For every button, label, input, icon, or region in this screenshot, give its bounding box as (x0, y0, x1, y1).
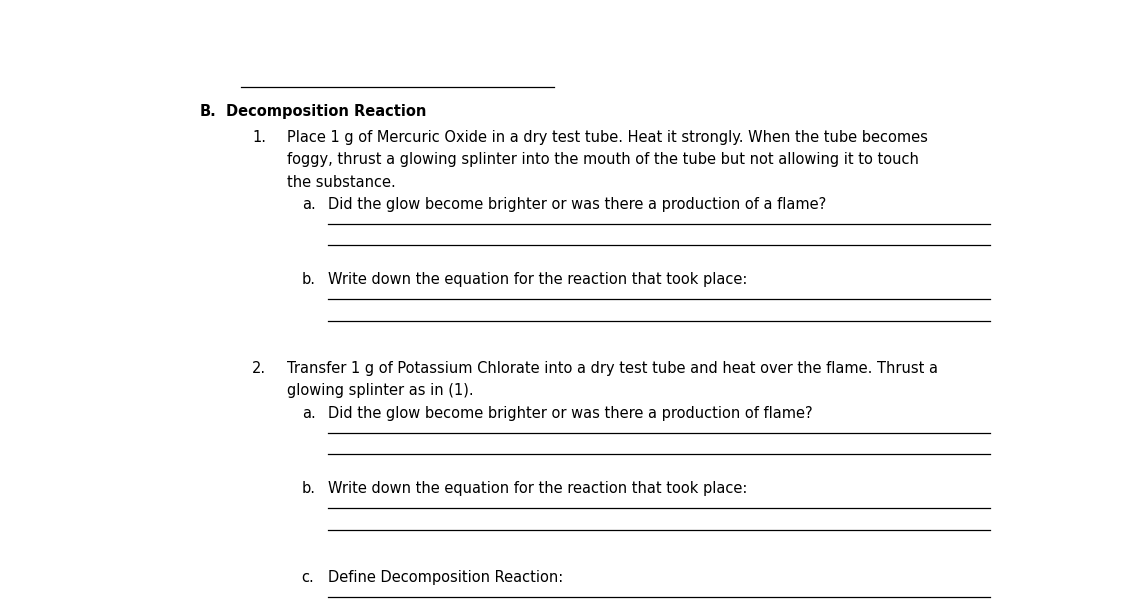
Text: foggy, thrust a glowing splinter into the mouth of the tube but not allowing it : foggy, thrust a glowing splinter into th… (287, 152, 918, 167)
Text: Place 1 g of Mercuric Oxide in a dry test tube. Heat it strongly. When the tube : Place 1 g of Mercuric Oxide in a dry tes… (287, 130, 927, 145)
Text: the substance.: the substance. (287, 175, 396, 189)
Text: Transfer 1 g of Potassium Chlorate into a dry test tube and heat over the flame.: Transfer 1 g of Potassium Chlorate into … (287, 361, 937, 376)
Text: b.: b. (301, 272, 316, 287)
Text: a.: a. (301, 197, 316, 212)
Text: Did the glow become brighter or was there a production of flame?: Did the glow become brighter or was ther… (328, 406, 813, 420)
Text: b.: b. (301, 481, 316, 496)
Text: glowing splinter as in (1).: glowing splinter as in (1). (287, 384, 473, 398)
Text: Did the glow become brighter or was there a production of a flame?: Did the glow become brighter or was ther… (328, 197, 826, 212)
Text: Write down the equation for the reaction that took place:: Write down the equation for the reaction… (328, 481, 747, 496)
Text: Define Decomposition Reaction:: Define Decomposition Reaction: (328, 570, 563, 584)
Text: c.: c. (301, 570, 315, 584)
Text: 1.: 1. (252, 130, 266, 145)
Text: Decomposition Reaction: Decomposition Reaction (226, 104, 426, 119)
Text: 2.: 2. (252, 361, 266, 376)
Text: B.: B. (200, 104, 217, 119)
Text: a.: a. (301, 406, 316, 420)
Text: Write down the equation for the reaction that took place:: Write down the equation for the reaction… (328, 272, 747, 287)
